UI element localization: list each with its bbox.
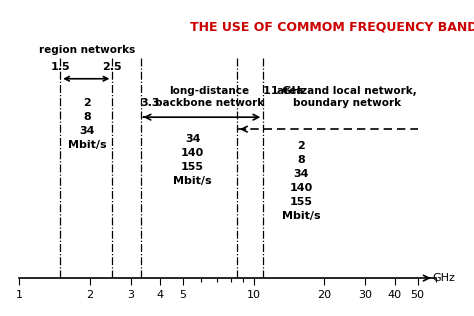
Text: long-distance
backbone network: long-distance backbone network [155,86,264,107]
Text: 2
8
34
Mbit/s: 2 8 34 Mbit/s [68,98,106,150]
Text: 34
140
155
Mbit/s: 34 140 155 Mbit/s [173,134,212,186]
Text: region networks: region networks [39,45,135,55]
Text: 3.3: 3.3 [141,98,160,108]
Text: 11 GHz: 11 GHz [263,86,307,96]
Text: 2.5: 2.5 [102,62,122,72]
Text: 2
8
34
140
155
Mbit/s: 2 8 34 140 155 Mbit/s [282,141,321,221]
Text: 1.5: 1.5 [50,62,70,72]
Text: THE USE OF COMMOM FREQUENCY BAND: THE USE OF COMMOM FREQUENCY BAND [190,20,474,33]
Text: GHz: GHz [433,273,456,283]
Text: area and local network,
boundary network: area and local network, boundary network [277,86,417,107]
